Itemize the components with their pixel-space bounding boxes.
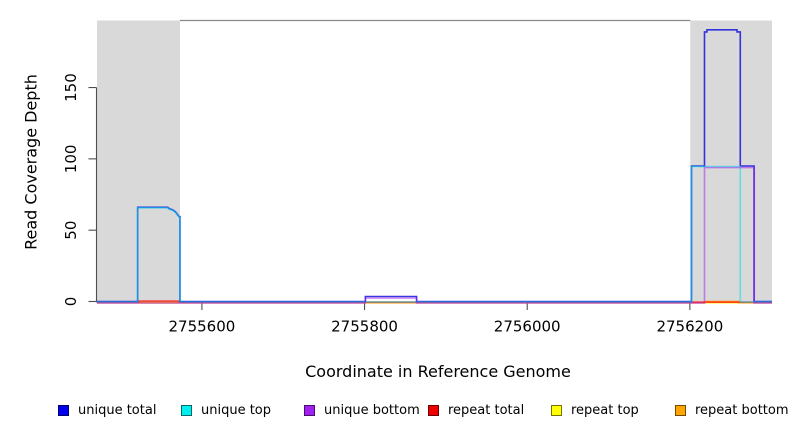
unique-total-swatch-icon (58, 404, 69, 416)
y-tick-label: 150 (62, 73, 80, 102)
y-axis-title: Read Coverage Depth (21, 74, 41, 250)
repeat-total-swatch-icon (428, 404, 439, 416)
series-unique-total (97, 28, 772, 303)
legend-item-repeat-top: repeat top (551, 401, 639, 419)
legend-item-unique-bottom: unique bottom (304, 401, 420, 419)
x-axis-title: Coordinate in Reference Genome (305, 362, 571, 381)
unique-bottom-swatch-icon (304, 404, 315, 416)
x-tick-label: 2755600 (169, 318, 236, 336)
repeat-top-swatch-icon (551, 404, 562, 416)
y-tick-label: 50 (62, 221, 80, 240)
y-tick-label: 0 (62, 297, 80, 307)
series-unique-top (97, 165, 772, 303)
legend-item-repeat-total: repeat total (428, 401, 524, 419)
x-tick-label: 2756200 (656, 318, 723, 336)
legend-item-unique-total: unique total (58, 401, 156, 419)
legend-item-repeat-bottom: repeat bottom (675, 401, 789, 419)
x-tick-label: 2755800 (331, 318, 398, 336)
x-tick-label: 2756000 (494, 318, 561, 336)
shaded-region (690, 20, 772, 302)
series-unique-bottom (97, 166, 772, 304)
unique-top-swatch-icon (181, 404, 192, 416)
shaded-region (97, 20, 180, 302)
y-tick-label: 100 (62, 145, 80, 174)
legend: unique total unique top unique bottom re… (0, 401, 792, 421)
repeat-bottom-swatch-icon (675, 404, 686, 416)
legend-item-unique-top: unique top (181, 401, 271, 419)
